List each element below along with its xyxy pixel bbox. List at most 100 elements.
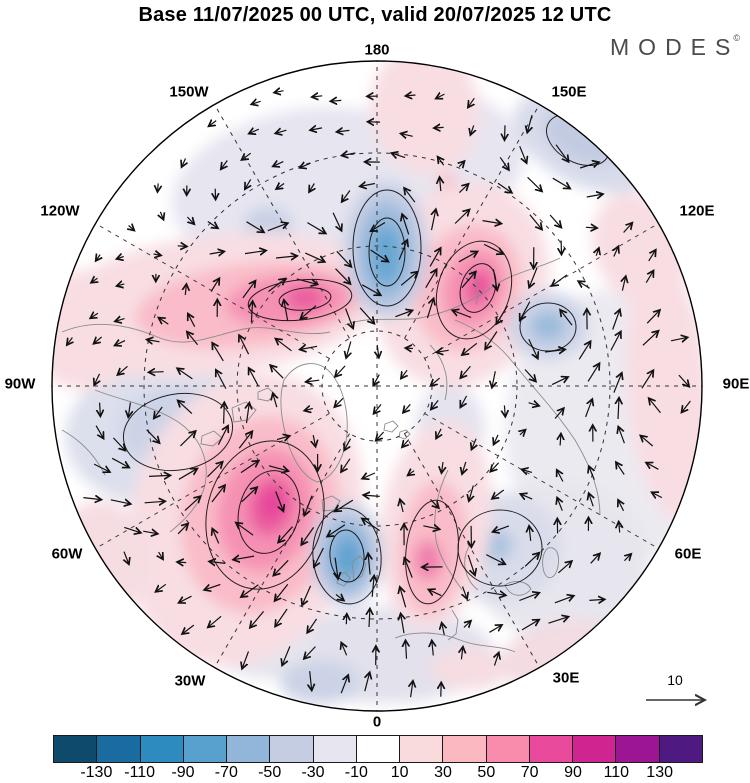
wind-arrow bbox=[91, 278, 97, 282]
wind-arrow bbox=[115, 319, 125, 322]
wind-arrow bbox=[485, 331, 498, 350]
wind-arrow bbox=[301, 305, 317, 319]
wind-arrow bbox=[646, 463, 659, 470]
wind-arrow bbox=[641, 371, 653, 389]
modes-logo-text: MODES bbox=[610, 34, 740, 60]
wind-arrow bbox=[579, 281, 590, 289]
wind-arrow bbox=[670, 337, 687, 340]
colorbar-tick: -90 bbox=[171, 764, 195, 781]
colorbar-tick: 70 bbox=[520, 764, 539, 781]
wind-arrow bbox=[529, 267, 538, 288]
wind-arrow bbox=[275, 491, 284, 512]
wind-arrow bbox=[307, 618, 318, 633]
colorbar-cell-7 bbox=[356, 736, 401, 762]
longitude-label-60E: 60E bbox=[674, 545, 702, 563]
wind-arrow bbox=[205, 585, 221, 590]
wind-arrow bbox=[372, 576, 374, 597]
colorbar-cell-3 bbox=[183, 736, 228, 762]
wind-arrow bbox=[528, 338, 538, 358]
wind-arrow bbox=[462, 342, 478, 355]
wind-arrow bbox=[469, 485, 473, 501]
wind-arrow bbox=[398, 240, 407, 260]
wind-arrow bbox=[589, 599, 604, 600]
wind-arrow bbox=[273, 162, 284, 167]
colorbar-tick: -30 bbox=[301, 764, 325, 781]
wind-arrow bbox=[499, 156, 509, 169]
wind-arrow bbox=[118, 365, 128, 374]
wind-arrow bbox=[111, 457, 129, 467]
wind-arrow bbox=[463, 586, 468, 599]
wind-arrow bbox=[406, 641, 407, 659]
wind-arrow bbox=[284, 300, 288, 321]
wind-arrow bbox=[249, 129, 260, 133]
wind-arrow bbox=[622, 276, 625, 291]
wind-arrow bbox=[252, 101, 261, 104]
wind-arrow bbox=[335, 499, 354, 511]
wind-arrow bbox=[425, 270, 437, 289]
wind-arrow bbox=[296, 278, 317, 284]
wind-arrow bbox=[377, 344, 379, 358]
wind-arrow bbox=[437, 350, 449, 352]
colorbar-tick: 90 bbox=[564, 764, 582, 781]
wind-arrow bbox=[346, 341, 351, 358]
longitude-label-0: 0 bbox=[372, 713, 382, 731]
longitude-label-30W: 30W bbox=[174, 672, 206, 690]
wind-arrow bbox=[124, 527, 140, 532]
wind-arrow bbox=[504, 405, 505, 416]
wind-arrow bbox=[91, 313, 99, 318]
wind-arrow bbox=[212, 343, 224, 362]
wind-arrow bbox=[610, 332, 621, 351]
wind-arrow bbox=[117, 257, 124, 259]
wind-arrow bbox=[373, 374, 379, 386]
wind-arrow bbox=[247, 403, 250, 424]
wind-arrow bbox=[304, 646, 316, 659]
wind-arrow bbox=[461, 395, 468, 407]
colorbar-tick: 130 bbox=[646, 764, 674, 781]
colorbar-tick: -130 bbox=[80, 764, 113, 781]
wind-arrow bbox=[491, 462, 500, 472]
wind-arrow bbox=[527, 114, 532, 132]
wind-arrow bbox=[560, 434, 561, 446]
wind-arrow bbox=[497, 182, 512, 192]
wind-arrow bbox=[368, 554, 370, 575]
wind-arrow bbox=[403, 403, 411, 412]
wind-arrow bbox=[529, 526, 531, 541]
wind-arrow bbox=[392, 153, 406, 157]
wind-arrow bbox=[233, 556, 255, 560]
wind-arrow bbox=[497, 305, 509, 324]
wind-arrow bbox=[187, 216, 194, 224]
wind-arrow bbox=[246, 221, 264, 232]
wind-arrow bbox=[370, 249, 389, 262]
wind-arrow bbox=[336, 250, 351, 266]
wind-arrow bbox=[240, 461, 259, 474]
wind-arrow bbox=[429, 248, 440, 267]
wind-arrow bbox=[238, 432, 252, 449]
wind-arrow bbox=[472, 438, 477, 450]
wind-arrow bbox=[596, 248, 599, 256]
wind-arrow bbox=[300, 346, 318, 349]
wind-arrow bbox=[524, 369, 536, 382]
wind-arrow bbox=[149, 475, 170, 476]
wind-arrow bbox=[642, 331, 658, 346]
wind-arrow bbox=[341, 643, 346, 656]
colorbar-cell-6 bbox=[313, 736, 357, 762]
wind-arrow bbox=[426, 299, 433, 319]
wind-arrow bbox=[483, 243, 503, 253]
wind-arrow bbox=[641, 436, 654, 447]
wind-arrow bbox=[307, 222, 325, 234]
wind-arrow bbox=[236, 523, 254, 536]
colorbar-tick: 10 bbox=[390, 764, 409, 781]
wind-arrow bbox=[678, 374, 689, 386]
wind-arrow bbox=[461, 272, 476, 289]
wind-arrow bbox=[276, 130, 287, 133]
wind-arrow bbox=[369, 609, 370, 628]
wind-arrow bbox=[614, 247, 619, 257]
wind-arrow bbox=[115, 341, 126, 346]
longitude-label-150E: 150E bbox=[551, 83, 587, 101]
wind-arrow bbox=[431, 400, 439, 409]
reference-arrow-icon bbox=[646, 692, 720, 708]
wind-arrow bbox=[154, 406, 163, 418]
wind-arrow bbox=[345, 308, 353, 329]
wind-arrow bbox=[365, 673, 370, 692]
